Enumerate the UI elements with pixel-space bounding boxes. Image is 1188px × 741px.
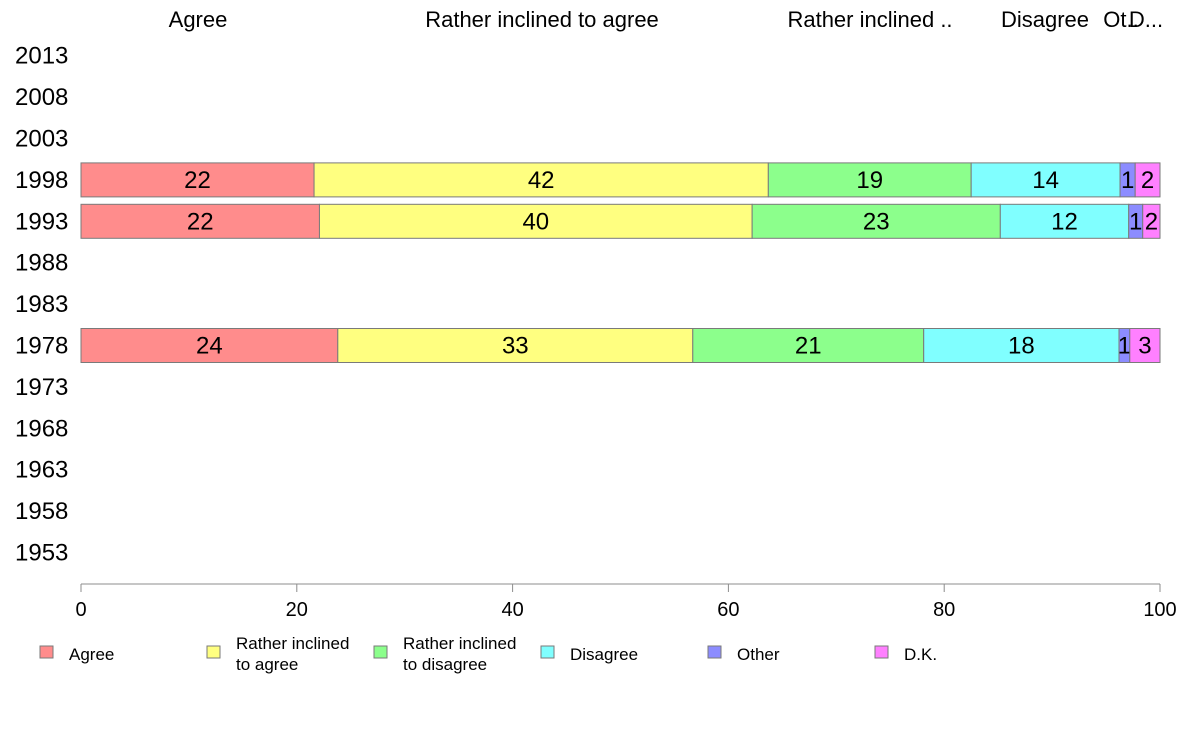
legend-swatch-rather-inclined-to-agree (206, 645, 221, 659)
legend-swatch-rather-inclined-to-disagree (373, 645, 388, 659)
category-label-1978: 1978 (15, 333, 68, 360)
bar-1978-rather-inclined-to-agree[interactable] (337, 328, 694, 363)
bar-1998-disagree[interactable] (970, 162, 1121, 198)
bar-1998-agree[interactable] (80, 162, 315, 198)
header-label-6: D... (1129, 7, 1163, 32)
legend-item-rather-inclined-to-agree: Rather inclined to agree (206, 634, 349, 674)
header-label-5: Ot.. (1103, 7, 1138, 32)
data-label-1998-disagree: 14 (1032, 167, 1059, 194)
category-label-2013: 2013 (15, 43, 68, 70)
category-label-1988: 1988 (15, 250, 68, 277)
data-label-1978-d-k: 3 (1138, 333, 1151, 360)
x-tick-label-0: 0 (75, 599, 86, 621)
category-label-2008: 2008 (15, 84, 68, 111)
data-label-1998-d-k: 2 (1141, 167, 1154, 194)
category-label-1968: 1968 (15, 415, 68, 442)
data-label-1993-rather-inclined-to-disagree: 23 (863, 208, 890, 235)
bar-1993-rather-inclined-to-disagree[interactable] (751, 203, 1001, 239)
x-tick-label-40: 40 (501, 599, 523, 621)
data-label-1998-other: 1 (1121, 167, 1134, 194)
legend-label-agree: Agree (69, 645, 114, 664)
x-tick-label-100: 100 (1143, 599, 1176, 621)
x-tick-label-80: 80 (933, 599, 955, 621)
legend-label-d-k: D.K. (904, 645, 937, 664)
bar-1998-rather-inclined-to-agree[interactable] (313, 162, 769, 198)
header-label-1: Agree (169, 7, 228, 32)
category-label-1973: 1973 (15, 374, 68, 401)
data-label-1978-rather-inclined-to-disagree: 21 (795, 333, 822, 360)
legend-label-rather-inclined-to-disagree: Rather inclined to disagree (403, 634, 516, 674)
category-label-1958: 1958 (15, 498, 68, 525)
data-label-1993-agree: 22 (187, 208, 214, 235)
bar-1993-agree[interactable] (80, 203, 320, 239)
bar-1978-rather-inclined-to-disagree[interactable] (692, 328, 925, 363)
legend-item-other: Other (707, 645, 780, 664)
category-label-1953: 1953 (15, 540, 68, 567)
data-label-1993-rather-inclined-to-agree: 40 (522, 208, 549, 235)
header-label-3: Rather inclined .. (787, 7, 952, 32)
legend-swatch-agree (39, 645, 54, 659)
data-label-1993-d-k: 2 (1145, 208, 1158, 235)
data-label-1993-other: 1 (1129, 208, 1142, 235)
data-label-1993-disagree: 12 (1051, 208, 1078, 235)
legend-swatch-other (707, 645, 722, 659)
category-label-1998: 1998 (15, 167, 68, 194)
legend-item-agree: Agree (39, 645, 114, 664)
legend-item-d-k: D.K. (874, 645, 937, 664)
bar-1978-d-k[interactable] (1129, 328, 1161, 363)
header-label-2: Rather inclined to agree (425, 7, 659, 32)
data-label-1998-rather-inclined-to-agree: 42 (528, 167, 555, 194)
data-label-1978-other: 1 (1118, 333, 1131, 360)
bar-1978-agree[interactable] (80, 328, 339, 363)
category-label-1963: 1963 (15, 457, 68, 484)
legend-item-rather-inclined-to-disagree: Rather inclined to disagree (373, 634, 516, 674)
data-label-1978-agree: 24 (196, 333, 223, 360)
bar-1993-disagree[interactable] (999, 203, 1130, 239)
legend-label-disagree: Disagree (570, 645, 638, 664)
header-label-4: Disagree (1001, 7, 1089, 32)
legend-swatch-disagree (540, 645, 555, 659)
data-label-1998-rather-inclined-to-disagree: 19 (856, 167, 883, 194)
legend-label-other: Other (737, 645, 780, 664)
category-label-1983: 1983 (15, 291, 68, 318)
bar-1998-d-k[interactable] (1134, 162, 1161, 198)
bar-1993-rather-inclined-to-agree[interactable] (318, 203, 753, 239)
x-tick-label-60: 60 (717, 599, 739, 621)
legend-swatch-d-k (874, 645, 889, 659)
category-label-1993: 1993 (15, 208, 68, 235)
data-label-1978-disagree: 18 (1008, 333, 1035, 360)
data-label-1978-rather-inclined-to-agree: 33 (502, 333, 529, 360)
data-label-1998-agree: 22 (184, 167, 211, 194)
bar-1993-d-k[interactable] (1142, 203, 1161, 239)
legend-label-rather-inclined-to-agree: Rather inclined to agree (236, 634, 349, 674)
category-label-2003: 2003 (15, 126, 68, 153)
legend-item-disagree: Disagree (540, 645, 638, 664)
bar-1998-rather-inclined-to-disagree[interactable] (767, 162, 972, 198)
x-tick-label-20: 20 (286, 599, 308, 621)
bar-1978-disagree[interactable] (923, 328, 1120, 363)
